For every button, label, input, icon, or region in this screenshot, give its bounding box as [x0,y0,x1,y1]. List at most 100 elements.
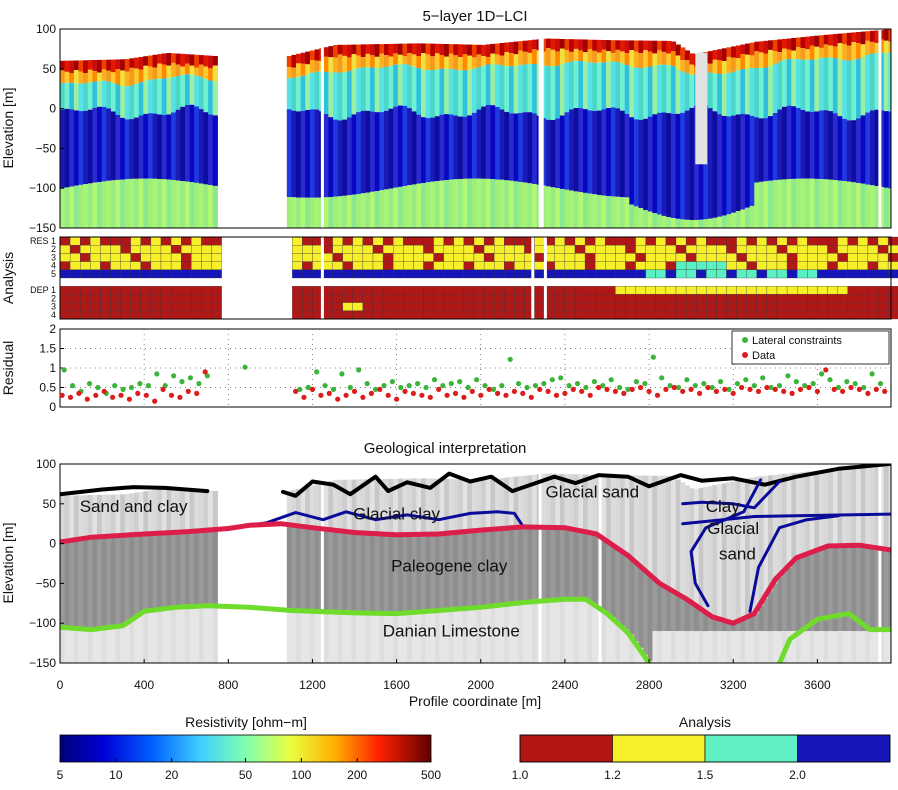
analysis-cell [423,236,434,246]
resistivity-cell [374,67,380,113]
geology-shade-cell [795,631,802,663]
resistivity-cell [717,216,723,228]
analysis-cell [564,310,576,320]
resistivity-cell [212,186,218,228]
geology-shade-cell [462,608,468,663]
resistivity-cell [643,67,649,119]
lateral-constraint-point [617,384,623,391]
geology-shade-cell [883,548,889,632]
resistivity-cell [286,109,292,197]
analysis-cell [645,253,656,262]
resistivity-cell [578,108,584,193]
resistivity-cell [740,54,746,70]
geology-shade-cell [809,471,815,553]
resistivity-cell [60,83,66,110]
resistivity-ylabel: Elevation [m] [0,88,16,169]
resistivity-cell [791,50,797,59]
resistivity-cell [416,43,422,57]
analysis-cell [201,269,212,279]
y-tick-label: −100 [29,616,56,630]
lateral-constraint-point [204,373,210,379]
geology-shade-cell [134,492,140,535]
x-tick-label: 3600 [804,678,831,692]
geology-shade-cell [444,479,450,534]
resistivity-cell [157,63,163,79]
geology-shade-cell [772,474,778,584]
resistivity-cell [513,54,519,66]
resistivity-cell [629,50,635,67]
analysis-cell [80,236,91,246]
geology-shade-cell [351,612,357,663]
geology-shade-cell [763,598,769,632]
lateral-constraint-point [583,384,589,391]
lateral-constraint-point [322,383,328,389]
analysis-cell [605,286,616,295]
resistivity-cell [777,61,783,110]
resistivity-cell [596,62,603,111]
geology-shade-cell [758,606,765,632]
resistivity-cell [87,183,93,228]
analysis-cell [655,261,667,270]
analysis-cell [726,269,737,279]
resistivity-separator [538,29,542,228]
analysis-cell [423,245,434,254]
resistivity-cell [782,59,788,107]
y-tick-label: 0 [49,400,56,414]
resistivity-cell [615,40,621,50]
resistivity-cell [842,44,848,61]
geology-shade-cell [777,631,783,663]
geology-shade-cell [578,474,584,531]
resistivity-cell [731,212,737,228]
geology-shade-cell [101,494,107,537]
resistivity-cell [670,51,677,66]
analysis-cell [675,302,687,311]
data-point [377,386,383,392]
geology-shade-cell [499,528,505,606]
geology-shade-cell [879,548,885,632]
geology-shade-cell [291,525,297,611]
analysis-cell [887,236,898,246]
analysis-cell [615,236,626,246]
resistivity-cell [684,110,690,220]
analysis-cell [736,253,747,262]
analysis-row-label: RES 1 [30,236,56,246]
geology-shade-cell [573,474,579,530]
geology-shade-cell [652,631,658,663]
resistivity-cell [504,66,510,112]
geology-shade-cell [726,621,732,632]
analysis-cell [877,286,889,295]
analysis-cell [80,294,91,303]
resistivity-cell [712,59,718,74]
geology-shade-cell [694,604,700,632]
resistivity-cell [60,60,66,71]
analysis-cell [756,236,768,246]
analysis-cell [100,286,111,295]
resistivity-cell [83,184,89,228]
resistivity-cell [143,65,149,81]
resistivity-cell [749,115,755,206]
resistivity-cell [518,112,524,182]
geology-shade-cell [416,478,422,535]
data-point [739,384,745,391]
analysis-cell [59,302,71,311]
resistivity-cell [670,218,677,228]
resistivity-cell [147,55,154,67]
resistivity-cell [328,197,334,228]
resistivity-cell [448,179,454,228]
geology-shade-cell [606,475,612,541]
geology-shade-cell [870,465,876,547]
lateral-constraint-point [793,379,799,385]
analysis-cell [716,310,727,320]
analysis-cell [766,245,778,254]
analysis-cell [696,245,707,254]
geology-shade-cell [411,612,417,663]
resistivity-cell [166,114,172,180]
analysis-cell [413,261,424,270]
analysis-cell [494,245,505,254]
geology-shade-cell [78,628,84,663]
analysis-colorbar: Analysis 1.0 1.2 1.5 2.0 [512,714,891,782]
resistivity-cell [708,218,714,228]
geology-shade-cell [485,479,491,530]
resistivity-cell [347,117,353,196]
